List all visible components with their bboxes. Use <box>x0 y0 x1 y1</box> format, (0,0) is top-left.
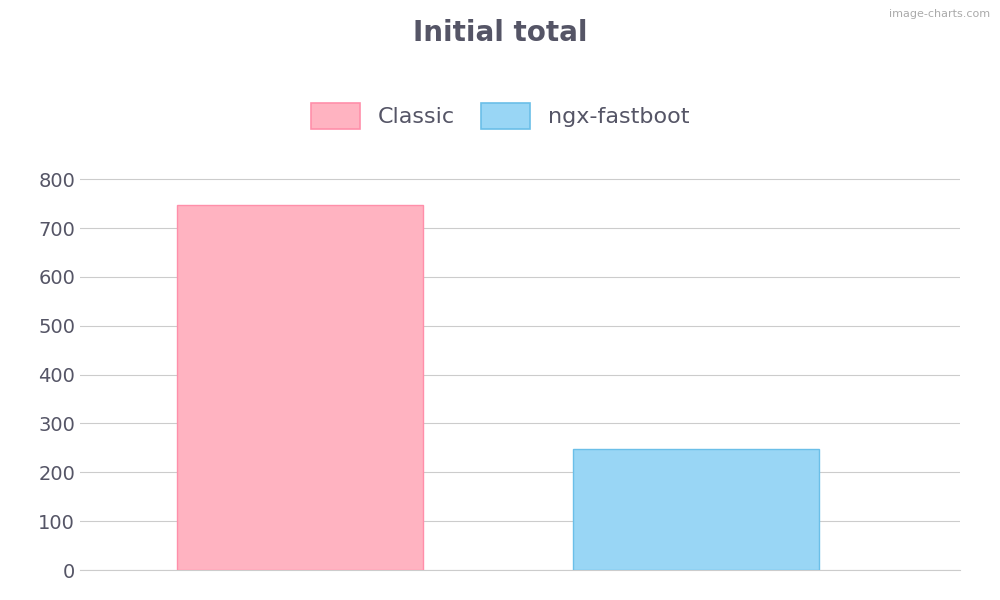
Text: image-charts.com: image-charts.com <box>889 9 990 19</box>
Bar <box>177 205 423 570</box>
Legend: Classic, ngx-fastboot: Classic, ngx-fastboot <box>300 92 700 140</box>
Text: Initial total: Initial total <box>413 19 587 47</box>
Bar <box>573 449 819 570</box>
